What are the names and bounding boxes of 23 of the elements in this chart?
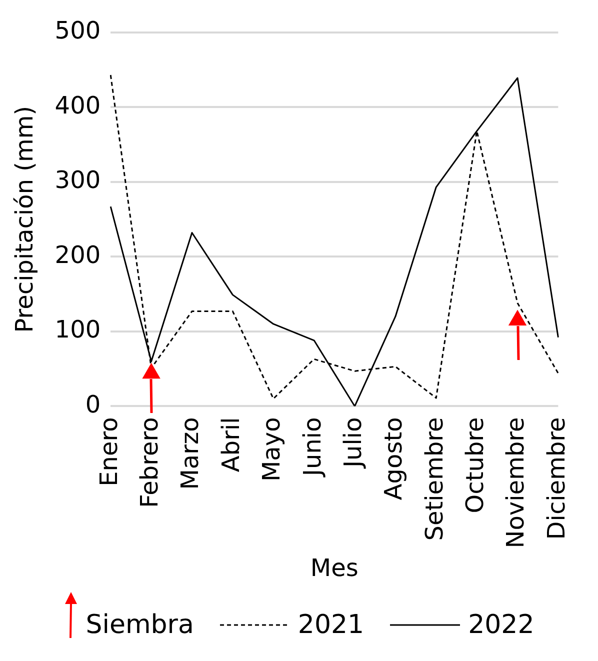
y-tick-label: 400 xyxy=(54,91,101,120)
x-tick-label: Julio xyxy=(338,417,367,470)
x-tick-label: Agosto xyxy=(380,417,408,500)
legend-label: 2022 xyxy=(468,610,534,640)
x-tick-label: Abril xyxy=(216,417,245,472)
x-tick-label: Febrero xyxy=(136,417,164,508)
x-tick-label: Octubre xyxy=(461,417,490,514)
y-tick-label: 200 xyxy=(54,240,101,269)
x-tick-label: Diciembre xyxy=(542,417,570,540)
x-tick-label: Noviembre xyxy=(502,417,530,548)
y-tick-label: 0 xyxy=(85,390,101,418)
legend-label: 2021 xyxy=(298,610,364,640)
y-tick-label: 100 xyxy=(54,316,101,344)
x-tick-label: Mayo xyxy=(258,417,286,482)
y-tick-label: 300 xyxy=(54,166,101,194)
y-axis-title: Precipitación (mm) xyxy=(10,106,39,333)
x-axis-title: Mes xyxy=(310,554,358,582)
x-tick-label: Junio xyxy=(298,417,326,478)
x-tick-label: Marzo xyxy=(176,417,204,490)
legend-label: Siembra xyxy=(86,610,194,640)
x-tick-label: Setiembre xyxy=(420,417,448,541)
y-tick-label: 500 xyxy=(54,16,101,45)
x-tick-label: Enero xyxy=(94,417,123,486)
